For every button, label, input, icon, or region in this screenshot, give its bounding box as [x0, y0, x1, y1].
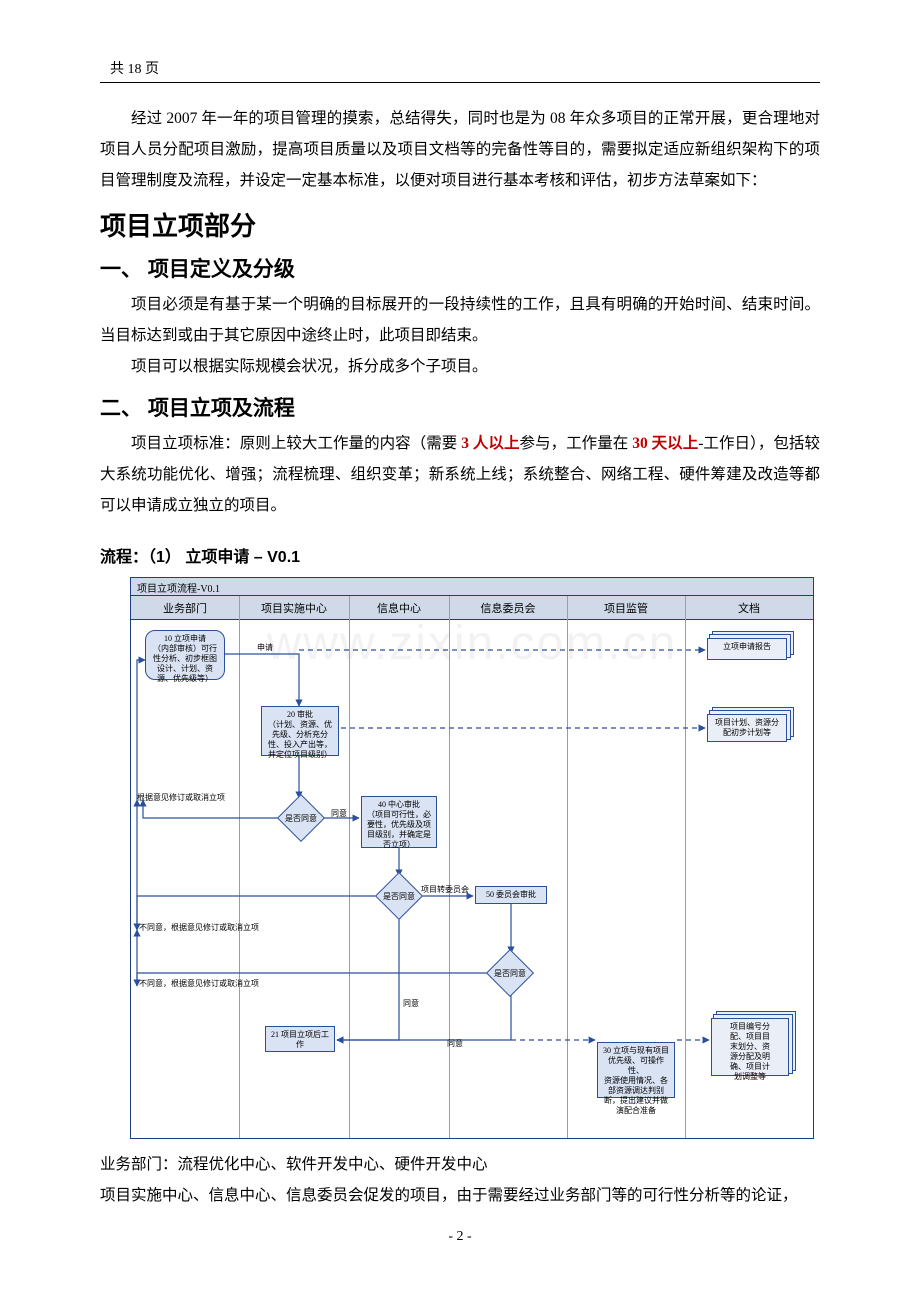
section-title-a: 项目立项部分 [100, 206, 820, 243]
process-criteria: 项目立项标准：原则上较大工作量的内容（需要 3 人以上参与，工作量在 30 天以… [100, 428, 820, 521]
p3-emph-people: 3 人以上 [461, 435, 519, 452]
definition-p1: 项目必须是有基于某一个明确的目标展开的一段持续性的工作，且具有明确的开始时间、结… [100, 289, 820, 351]
definition-p2: 项目可以根据实际规模会状况，拆分成多个子项目。 [100, 351, 820, 382]
p3-mid: 参与，工作量在 [520, 435, 633, 452]
h2-process: 二、 项目立项及流程 [100, 392, 820, 422]
flowchart-title: 项目立项流程-V0.1 [131, 578, 813, 596]
flow-label: 同意 [447, 1040, 463, 1049]
flow-start: 10 立项申请 （内部审核）可行 性分析、初步框图 设计、计划、资 源、优先级等… [145, 630, 225, 680]
lane-header: 信息中心 [349, 596, 449, 620]
flow-label: 项目转委员会 [421, 886, 469, 895]
flow-document: 项目编号分 配、项目目 末划分、资 源分配及明 确、项目计 划调整等 [711, 1018, 789, 1076]
page-count-header: 共 18 页 [110, 58, 820, 78]
flow-process: 40 中心审批 （项目可行性，必 要性，优先级及项 目级别，并确定是 否立项） [361, 796, 437, 848]
lane-header: 项目实施中心 [239, 596, 349, 620]
p3-emph-days: 30 天以上 [632, 435, 698, 452]
flowchart: www.zixin.com.cn 项目立项流程-V0.1业务部门项目实施中心信息… [130, 577, 820, 1139]
lane-header: 项目监管 [567, 596, 685, 620]
after-flow-p2: 项目实施中心、信息中心、信息委员会促发的项目，由于需要经过业务部门等的可行性分析… [100, 1180, 820, 1211]
after-flow-p1: 业务部门：流程优化中心、软件开发中心、硬件开发中心 [100, 1149, 820, 1180]
flow-label: 同意 [331, 810, 347, 819]
intro-paragraph: 经过 2007 年一年的项目管理的摸索，总结得失，同时也是为 08 年众多项目的… [100, 103, 820, 196]
page-number: - 2 - [100, 1229, 820, 1245]
flow-process: 21 项目立项后工 作 [265, 1026, 335, 1052]
flow-process: 50 委员会审批 [475, 886, 547, 904]
lane-header: 业务部门 [131, 596, 239, 620]
p3-pre: 项目立项标准：原则上较大工作量的内容（需要 [131, 435, 461, 452]
lane-header: 文档 [685, 596, 813, 620]
flow-heading: 流程：（1） 立项申请 – V0.1 [100, 543, 820, 567]
flow-document: 项目计划、资源分 配初步计划等 [707, 714, 787, 742]
flow-process: 30 立项与现有项目 优先级、可操作性、 资源使用情况、各 部资源调达判别 断，… [597, 1042, 675, 1098]
flow-label: 根据意见修订或取消立项 [137, 794, 225, 803]
flow-label: 不同意，根据意见修订或取消立项 [139, 924, 259, 933]
lane-header: 信息委员会 [449, 596, 567, 620]
flowchart-container: www.zixin.com.cn 项目立项流程-V0.1业务部门项目实施中心信息… [130, 577, 814, 1139]
header-rule [100, 82, 820, 83]
flow-process: 20 审批 （计划、资源、优 先级、分析充分 性、投入产出等， 并定位项目级别） [261, 706, 339, 756]
flow-label: 同意 [403, 1000, 419, 1009]
flow-document: 立项申请报告 [707, 638, 787, 660]
h2-definition: 一、 项目定义及分级 [100, 253, 820, 283]
flow-label: 申请 [257, 644, 273, 653]
flow-label: 不同意，根据意见修订或取消立项 [139, 980, 259, 989]
